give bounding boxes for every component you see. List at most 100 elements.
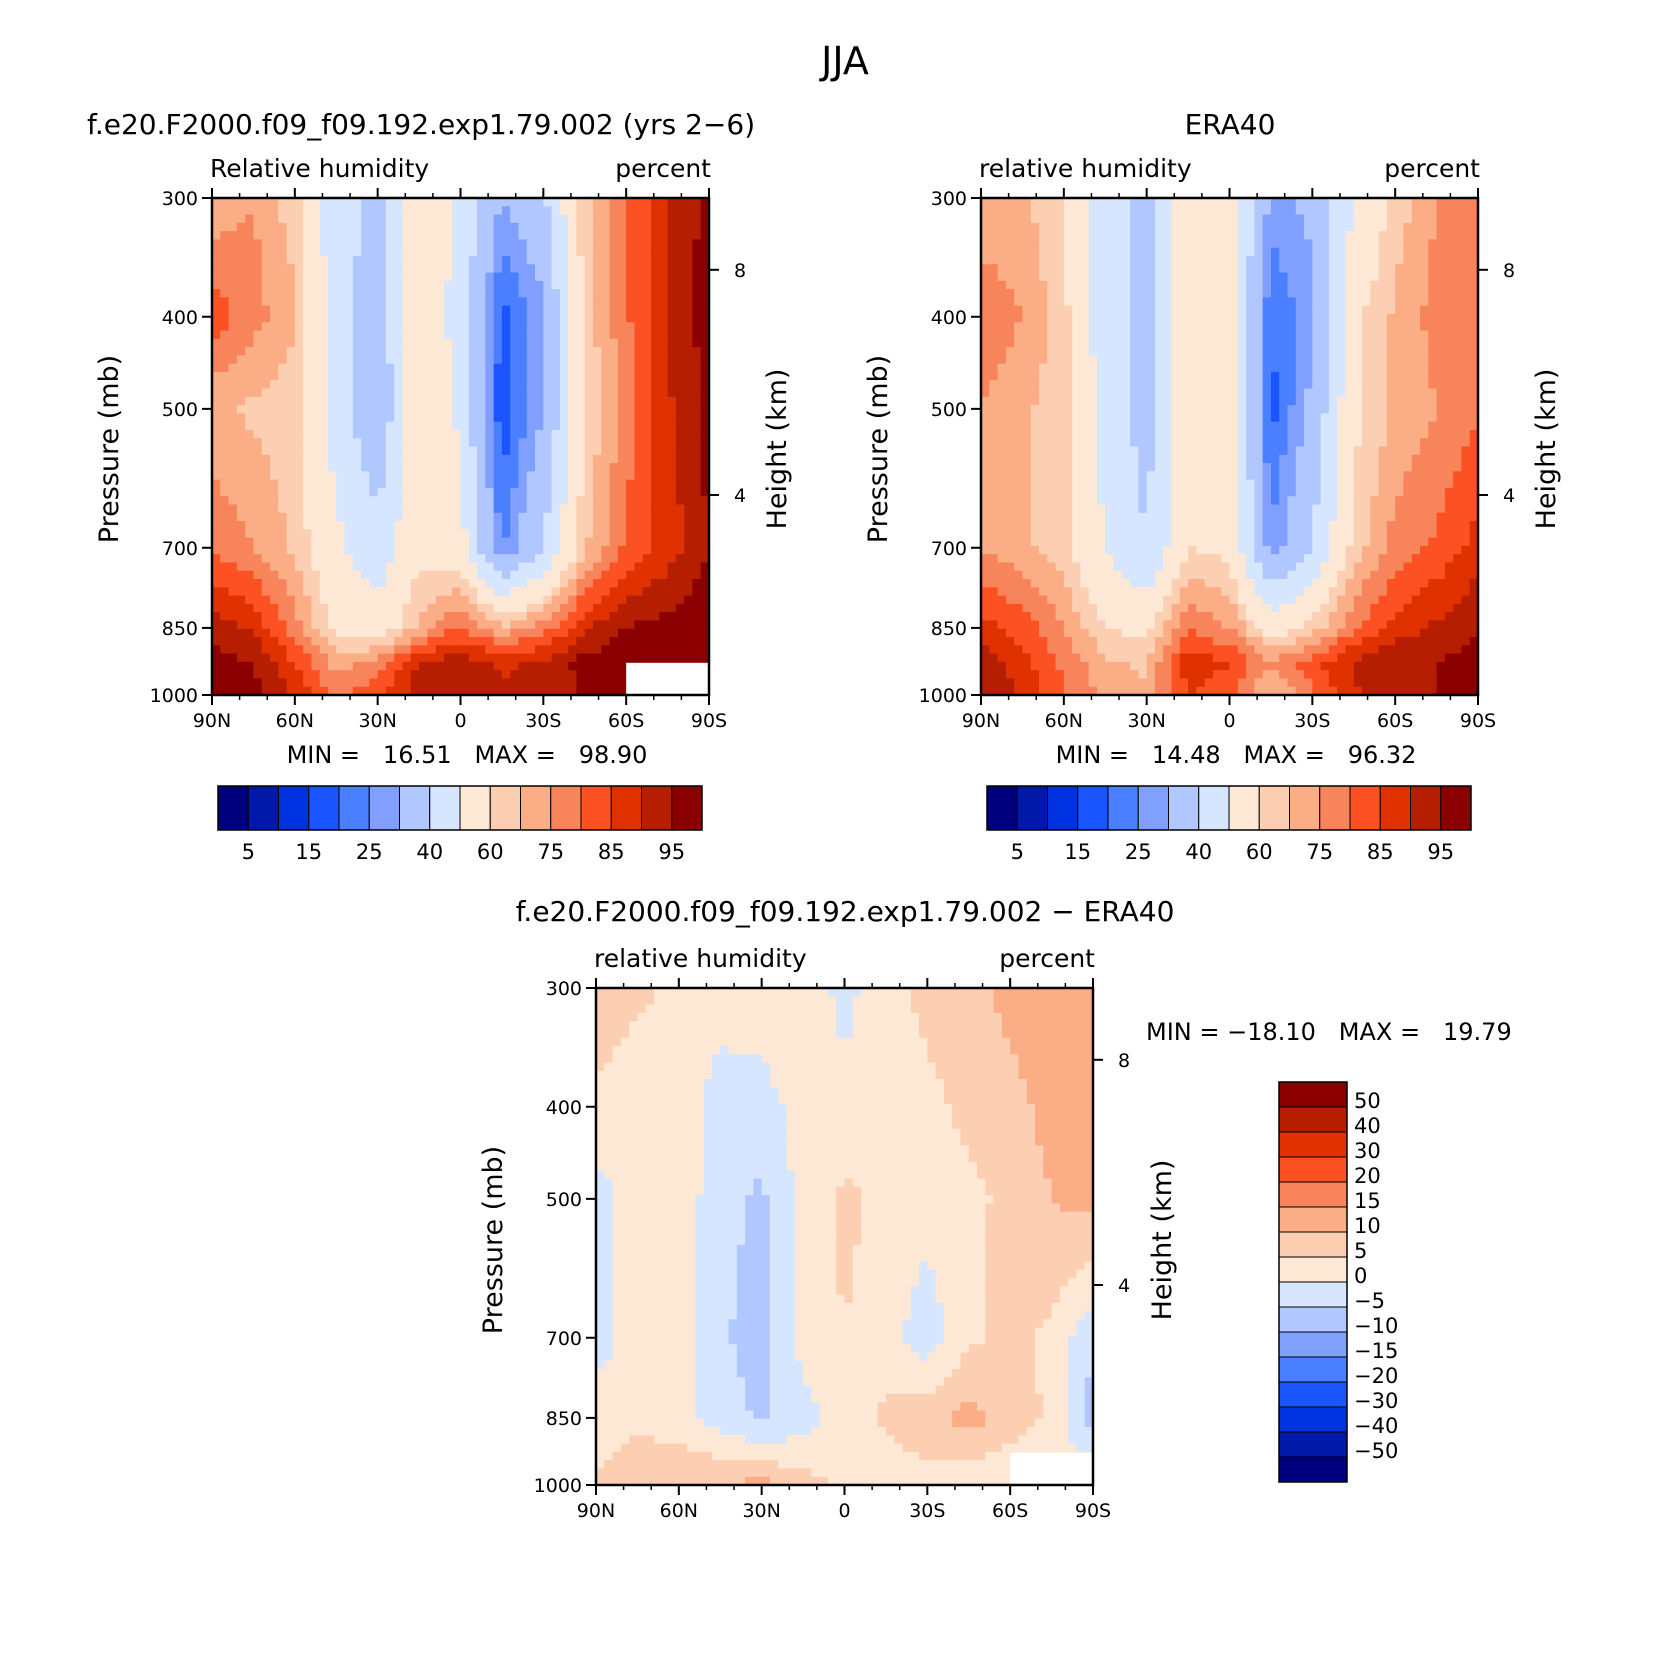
contour-cell	[559, 521, 569, 530]
colorbar-swatch	[368, 785, 400, 831]
contour-cell	[460, 562, 470, 572]
contour-cell	[278, 347, 288, 356]
contour-cell	[1362, 247, 1371, 257]
contour-cell	[1130, 264, 1139, 274]
contour-cell	[410, 463, 420, 472]
contour-cell	[427, 239, 437, 249]
contour-cell	[410, 413, 420, 423]
contour-cell	[576, 231, 586, 241]
contour-cell	[576, 380, 586, 390]
contour-cell	[526, 637, 536, 646]
contour-cell	[212, 289, 221, 298]
contour-cell	[526, 347, 536, 356]
contour-cell	[1270, 289, 1280, 298]
contour-cell	[410, 545, 420, 555]
contour-cell	[269, 463, 279, 472]
contour-cell	[294, 313, 304, 323]
contour-cell	[651, 487, 660, 497]
contour-cell	[236, 686, 246, 695]
contour-cell	[609, 347, 619, 356]
contour-cell	[1030, 330, 1040, 340]
contour-cell	[651, 637, 660, 646]
contour-cell	[1130, 222, 1139, 232]
contour-cell	[394, 637, 404, 646]
contour-cell	[559, 661, 569, 671]
contour-cell	[1163, 239, 1173, 249]
contour-cell	[402, 198, 412, 207]
contour-cell	[1121, 231, 1131, 241]
contour-cell	[485, 521, 495, 530]
contour-cell	[319, 479, 329, 489]
contour-cell	[1030, 305, 1040, 315]
contour-cell	[394, 322, 404, 332]
contour-cell	[568, 264, 578, 274]
contour-cell	[460, 670, 470, 680]
contour-cell	[485, 628, 495, 638]
contour-cell	[236, 222, 246, 232]
contour-cell	[286, 297, 296, 307]
contour-cell	[228, 661, 238, 671]
contour-cell	[419, 280, 428, 290]
contour-cell	[443, 670, 453, 680]
contour-cell	[551, 413, 561, 423]
contour-cell	[692, 496, 702, 506]
contour-cell	[568, 487, 578, 497]
contour-cell	[1163, 330, 1173, 340]
contour-cell	[1246, 255, 1255, 265]
contour-cell	[278, 255, 288, 265]
contour-cell	[684, 429, 694, 439]
contour-cell	[344, 463, 354, 472]
contour-cell	[352, 678, 362, 688]
contour-cell	[220, 396, 230, 406]
contour-cell	[543, 678, 553, 688]
contour-cell	[1229, 322, 1239, 332]
contour-cell	[667, 222, 677, 232]
contour-cell	[1237, 214, 1247, 224]
contour-cell	[601, 371, 611, 381]
contour-cell	[443, 206, 453, 216]
contour-cell	[1055, 371, 1065, 381]
contour-cell	[692, 545, 702, 555]
contour-cell	[443, 595, 453, 605]
contour-cell	[551, 645, 561, 655]
contour-cell	[559, 463, 569, 472]
contour-cell	[593, 554, 602, 564]
contour-cell	[584, 289, 594, 298]
contour-cell	[543, 504, 553, 514]
contour-cell	[1312, 247, 1322, 257]
contour-cell	[1154, 363, 1164, 373]
contour-cell	[269, 579, 279, 588]
contour-cell	[617, 272, 627, 282]
contour-cell	[327, 388, 337, 398]
contour-cell	[1014, 297, 1024, 307]
contour-cell	[1221, 297, 1231, 307]
contour-cell	[551, 612, 561, 622]
contour-cell	[269, 272, 279, 282]
contour-cell	[253, 645, 263, 655]
contour-cell	[601, 438, 611, 448]
contour-cell	[1005, 313, 1015, 323]
contour-cell	[1038, 313, 1048, 323]
contour-cell	[493, 297, 503, 307]
contour-cell	[327, 371, 337, 381]
contour-cell	[410, 670, 420, 680]
contour-cell	[460, 529, 470, 539]
contour-cell	[452, 206, 462, 216]
contour-cell	[344, 570, 354, 580]
contour-cell	[1362, 272, 1371, 282]
contour-cell	[443, 388, 453, 398]
contour-cell	[261, 280, 271, 290]
contour-cell	[344, 222, 354, 232]
contour-cell	[419, 222, 428, 232]
contour-cell	[319, 512, 329, 522]
contour-cell	[410, 628, 420, 638]
contour-cell	[294, 686, 304, 695]
contour-cell	[253, 338, 263, 348]
contour-cell	[278, 603, 288, 613]
contour-cell	[402, 438, 412, 448]
contour-cell	[1436, 322, 1446, 332]
contour-cell	[1204, 322, 1214, 332]
contour-cell	[253, 562, 263, 572]
contour-cell	[1038, 255, 1048, 265]
contour-cell	[228, 521, 238, 530]
